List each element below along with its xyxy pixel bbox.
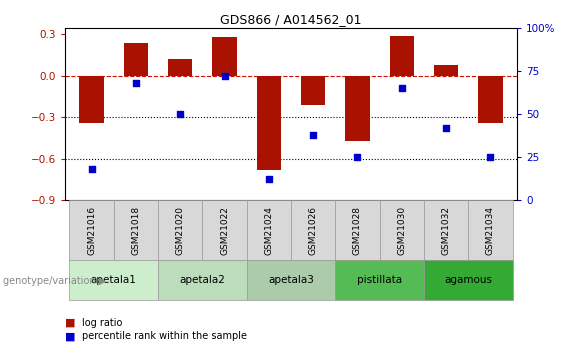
- Text: GSM21018: GSM21018: [132, 206, 140, 255]
- Bar: [390, 36, 414, 76]
- Text: percentile rank within the sample: percentile rank within the sample: [82, 332, 247, 341]
- Text: apetala1: apetala1: [91, 275, 137, 285]
- Text: GSM21026: GSM21026: [308, 206, 318, 255]
- Text: GSM21020: GSM21020: [176, 206, 185, 255]
- Bar: [79, 76, 104, 123]
- Bar: [69, 260, 158, 300]
- Text: log ratio: log ratio: [82, 318, 122, 327]
- Bar: [257, 76, 281, 170]
- Text: genotype/variation ▶: genotype/variation ▶: [3, 276, 106, 286]
- Bar: [212, 37, 237, 76]
- Point: [176, 111, 185, 117]
- Bar: [114, 200, 158, 260]
- Text: GSM21030: GSM21030: [397, 206, 406, 255]
- Text: GSM21028: GSM21028: [353, 206, 362, 255]
- Point: [87, 166, 96, 172]
- Point: [220, 73, 229, 79]
- Bar: [301, 76, 325, 105]
- Bar: [335, 200, 380, 260]
- Point: [353, 154, 362, 160]
- Point: [308, 132, 318, 137]
- Bar: [168, 59, 192, 76]
- Bar: [124, 43, 148, 76]
- Point: [397, 85, 406, 91]
- Text: GSM21032: GSM21032: [442, 206, 450, 255]
- Text: ■: ■: [65, 332, 76, 341]
- Bar: [468, 200, 512, 260]
- Point: [264, 177, 273, 182]
- Bar: [380, 200, 424, 260]
- Bar: [158, 260, 247, 300]
- Bar: [424, 260, 512, 300]
- Text: GSM21022: GSM21022: [220, 206, 229, 255]
- Bar: [335, 260, 424, 300]
- Bar: [202, 200, 247, 260]
- Bar: [247, 200, 291, 260]
- Text: GSM21034: GSM21034: [486, 206, 495, 255]
- Text: GSM21024: GSM21024: [264, 206, 273, 255]
- Bar: [247, 260, 335, 300]
- Point: [131, 80, 140, 86]
- Text: ■: ■: [65, 318, 76, 327]
- Bar: [291, 200, 335, 260]
- Title: GDS866 / A014562_01: GDS866 / A014562_01: [220, 13, 362, 27]
- Bar: [158, 200, 202, 260]
- Bar: [434, 65, 458, 76]
- Text: apetala3: apetala3: [268, 275, 314, 285]
- Text: pistillata: pistillata: [357, 275, 402, 285]
- Point: [486, 154, 495, 160]
- Bar: [345, 76, 370, 141]
- Bar: [424, 200, 468, 260]
- Text: agamous: agamous: [444, 275, 492, 285]
- Bar: [478, 76, 503, 123]
- Point: [442, 125, 451, 130]
- Text: apetala2: apetala2: [180, 275, 225, 285]
- Text: GSM21016: GSM21016: [87, 206, 96, 255]
- Bar: [69, 200, 114, 260]
